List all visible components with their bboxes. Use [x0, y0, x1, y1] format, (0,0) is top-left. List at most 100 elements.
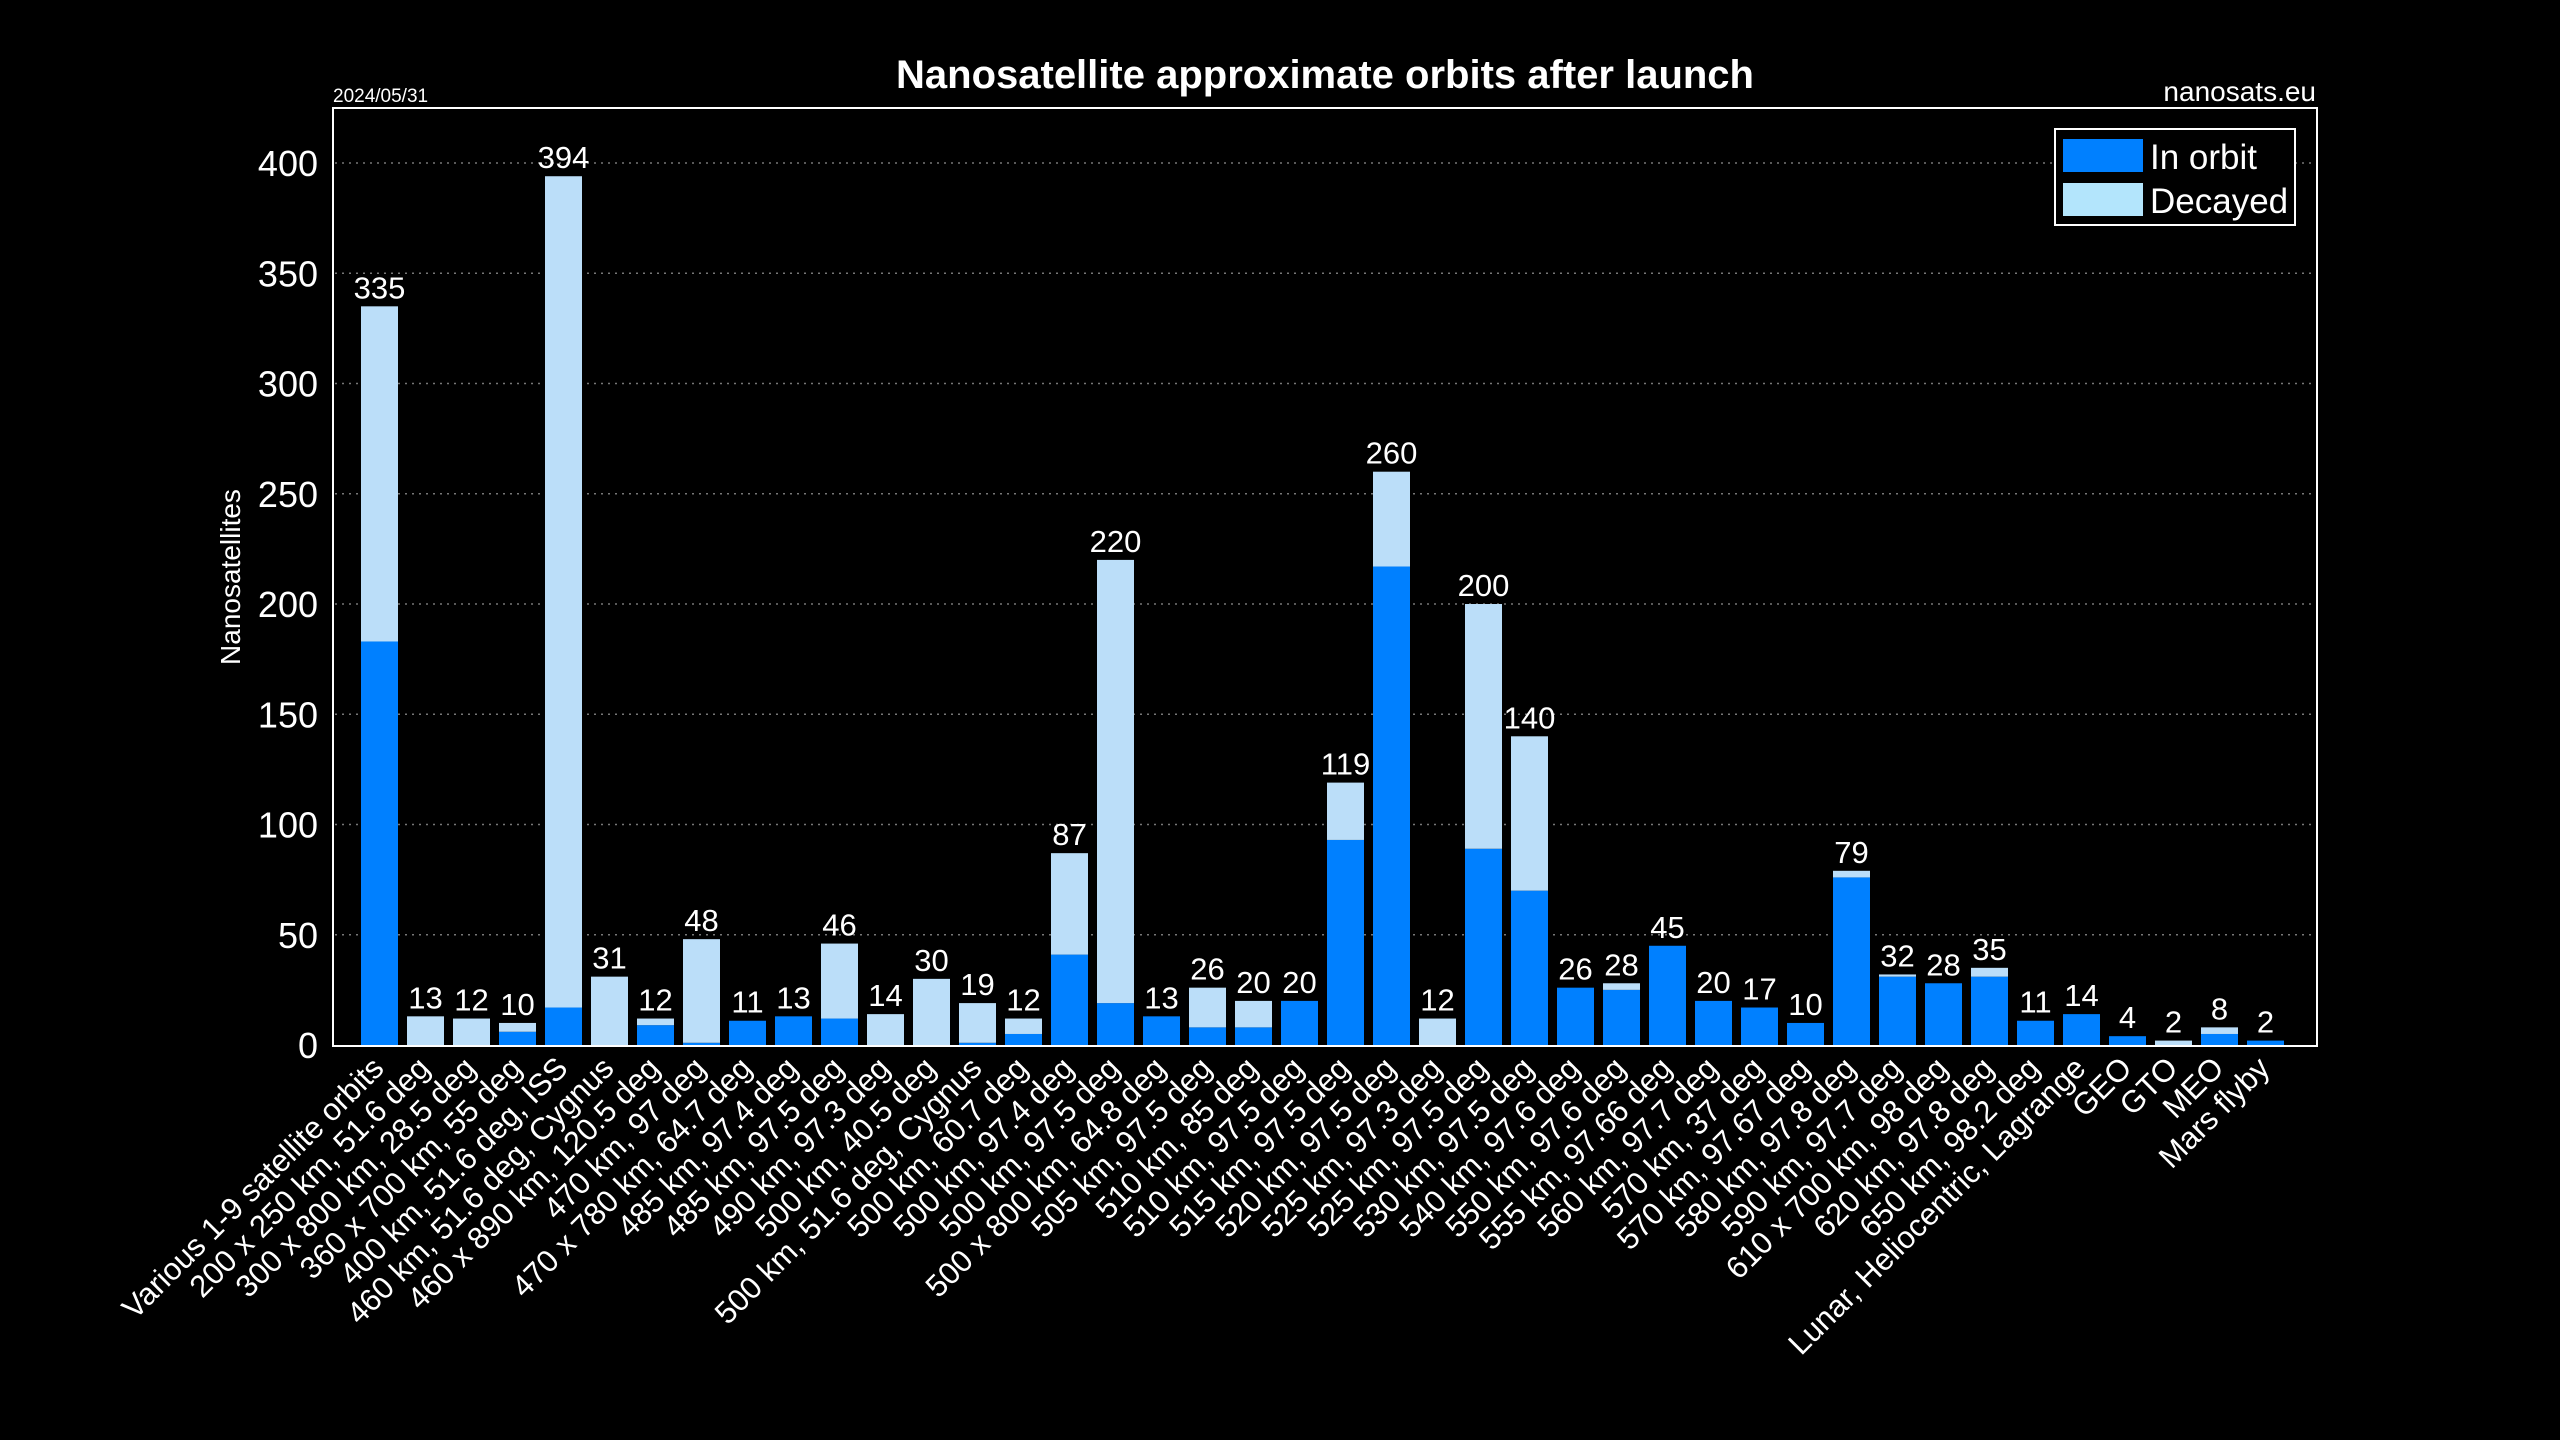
bar-decayed — [2201, 1027, 2238, 1034]
value-label: 12 — [1420, 983, 1454, 1018]
y-tick-label: 250 — [258, 474, 318, 515]
value-label: 20 — [1236, 965, 1270, 1000]
bar-in-orbit — [637, 1025, 674, 1045]
bar-in-orbit — [1833, 877, 1870, 1045]
value-label: 28 — [1926, 947, 1960, 982]
bar-in-orbit — [2201, 1033, 2238, 1045]
bar-decayed — [637, 1018, 674, 1026]
legend: In orbit Decayed — [2054, 128, 2296, 226]
bar-in-orbit — [545, 1007, 582, 1045]
bar-in-orbit — [2109, 1036, 2146, 1045]
y-tick-label: 50 — [278, 915, 318, 956]
y-axis: 0 50 100 150 200 250 300 350 400 — [258, 143, 318, 1066]
value-label: 13 — [1144, 980, 1178, 1015]
bar-in-orbit — [1511, 890, 1548, 1045]
y-tick-label: 0 — [298, 1025, 318, 1066]
bar-decayed — [1189, 987, 1226, 1028]
value-label: 10 — [1788, 987, 1822, 1022]
bar-in-orbit — [1787, 1022, 1824, 1045]
bar-in-orbit — [1235, 1027, 1272, 1045]
value-label: 200 — [1458, 568, 1510, 603]
value-label: 14 — [868, 978, 902, 1013]
bar-in-orbit — [821, 1018, 858, 1045]
value-label: 119 — [1321, 747, 1370, 782]
bar-in-orbit — [1143, 1016, 1180, 1045]
bar-in-orbit — [361, 641, 398, 1045]
source-label: nanosats.eu — [2163, 76, 2316, 107]
legend-label-in-orbit: In orbit — [2150, 138, 2257, 177]
bar-in-orbit — [775, 1016, 812, 1045]
bar-decayed — [1603, 983, 1640, 990]
y-tick-label: 300 — [258, 364, 318, 405]
y-tick-label: 350 — [258, 253, 318, 294]
bar-decayed — [1235, 1000, 1272, 1028]
value-label: 12 — [638, 983, 672, 1018]
value-label: 30 — [914, 943, 948, 978]
value-label: 35 — [1972, 932, 2006, 967]
bar-in-orbit — [1373, 566, 1410, 1045]
bar-decayed — [821, 943, 858, 1019]
value-label: 11 — [2019, 985, 2051, 1020]
legend-swatch-in-orbit — [2063, 139, 2143, 172]
bar-decayed — [591, 976, 628, 1045]
value-label: 12 — [454, 983, 488, 1018]
legend-swatch-decayed — [2063, 183, 2143, 216]
value-label: 260 — [1366, 436, 1418, 471]
value-label: 26 — [1190, 952, 1224, 987]
gridlines — [335, 162, 2315, 936]
value-label: 335 — [354, 270, 406, 305]
bar-in-orbit — [1097, 1003, 1134, 1045]
y-tick-label: 200 — [258, 584, 318, 625]
bar-in-orbit — [1879, 976, 1916, 1045]
value-label: 4 — [2119, 1000, 2136, 1035]
bar-decayed — [1971, 967, 2008, 977]
bar-decayed — [1051, 853, 1088, 955]
bar-in-orbit — [2247, 1040, 2284, 1045]
value-label: 12 — [1006, 983, 1040, 1018]
plot-frame — [332, 107, 2318, 1047]
bar-in-orbit — [1557, 987, 1594, 1045]
bar-in-orbit — [1603, 989, 1640, 1045]
bar-decayed — [1833, 870, 1870, 878]
bar-decayed — [1465, 604, 1502, 849]
bar-in-orbit — [1051, 954, 1088, 1045]
value-label: 19 — [960, 967, 994, 1002]
bar-decayed — [959, 1003, 996, 1043]
value-label: 46 — [822, 908, 856, 943]
value-label: 2 — [2257, 1005, 2274, 1040]
bar-decayed — [545, 176, 582, 1008]
legend-label-decayed: Decayed — [2150, 182, 2288, 221]
value-label: 17 — [1742, 972, 1776, 1007]
bar-decayed — [1373, 471, 1410, 567]
value-label: 2 — [2165, 1005, 2182, 1040]
bars — [361, 176, 2284, 1045]
value-label: 45 — [1650, 910, 1684, 945]
bar-in-orbit — [959, 1042, 996, 1045]
bar-in-orbit — [499, 1031, 536, 1045]
bar-in-orbit — [1649, 945, 1686, 1045]
bar-decayed — [1327, 782, 1364, 840]
bar-decayed — [1511, 736, 1548, 891]
bar-in-orbit — [683, 1042, 720, 1045]
bar-in-orbit — [1695, 1000, 1732, 1045]
value-label: 8 — [2211, 991, 2228, 1026]
bar-in-orbit — [1281, 1000, 1318, 1045]
bar-decayed — [453, 1018, 490, 1045]
bar-decayed — [407, 1016, 444, 1045]
bar-decayed — [867, 1014, 904, 1045]
value-label: 13 — [776, 980, 810, 1015]
bar-in-orbit — [1741, 1007, 1778, 1045]
value-label: 32 — [1880, 938, 1914, 973]
bar-decayed — [2155, 1040, 2192, 1045]
y-tick-label: 150 — [258, 694, 318, 735]
bar-in-orbit — [1971, 976, 2008, 1045]
bar-decayed — [1879, 974, 1916, 977]
y-tick-label: 100 — [258, 805, 318, 846]
bar-decayed — [1097, 559, 1134, 1004]
value-label: 11 — [731, 985, 763, 1020]
value-label: 220 — [1090, 524, 1142, 559]
